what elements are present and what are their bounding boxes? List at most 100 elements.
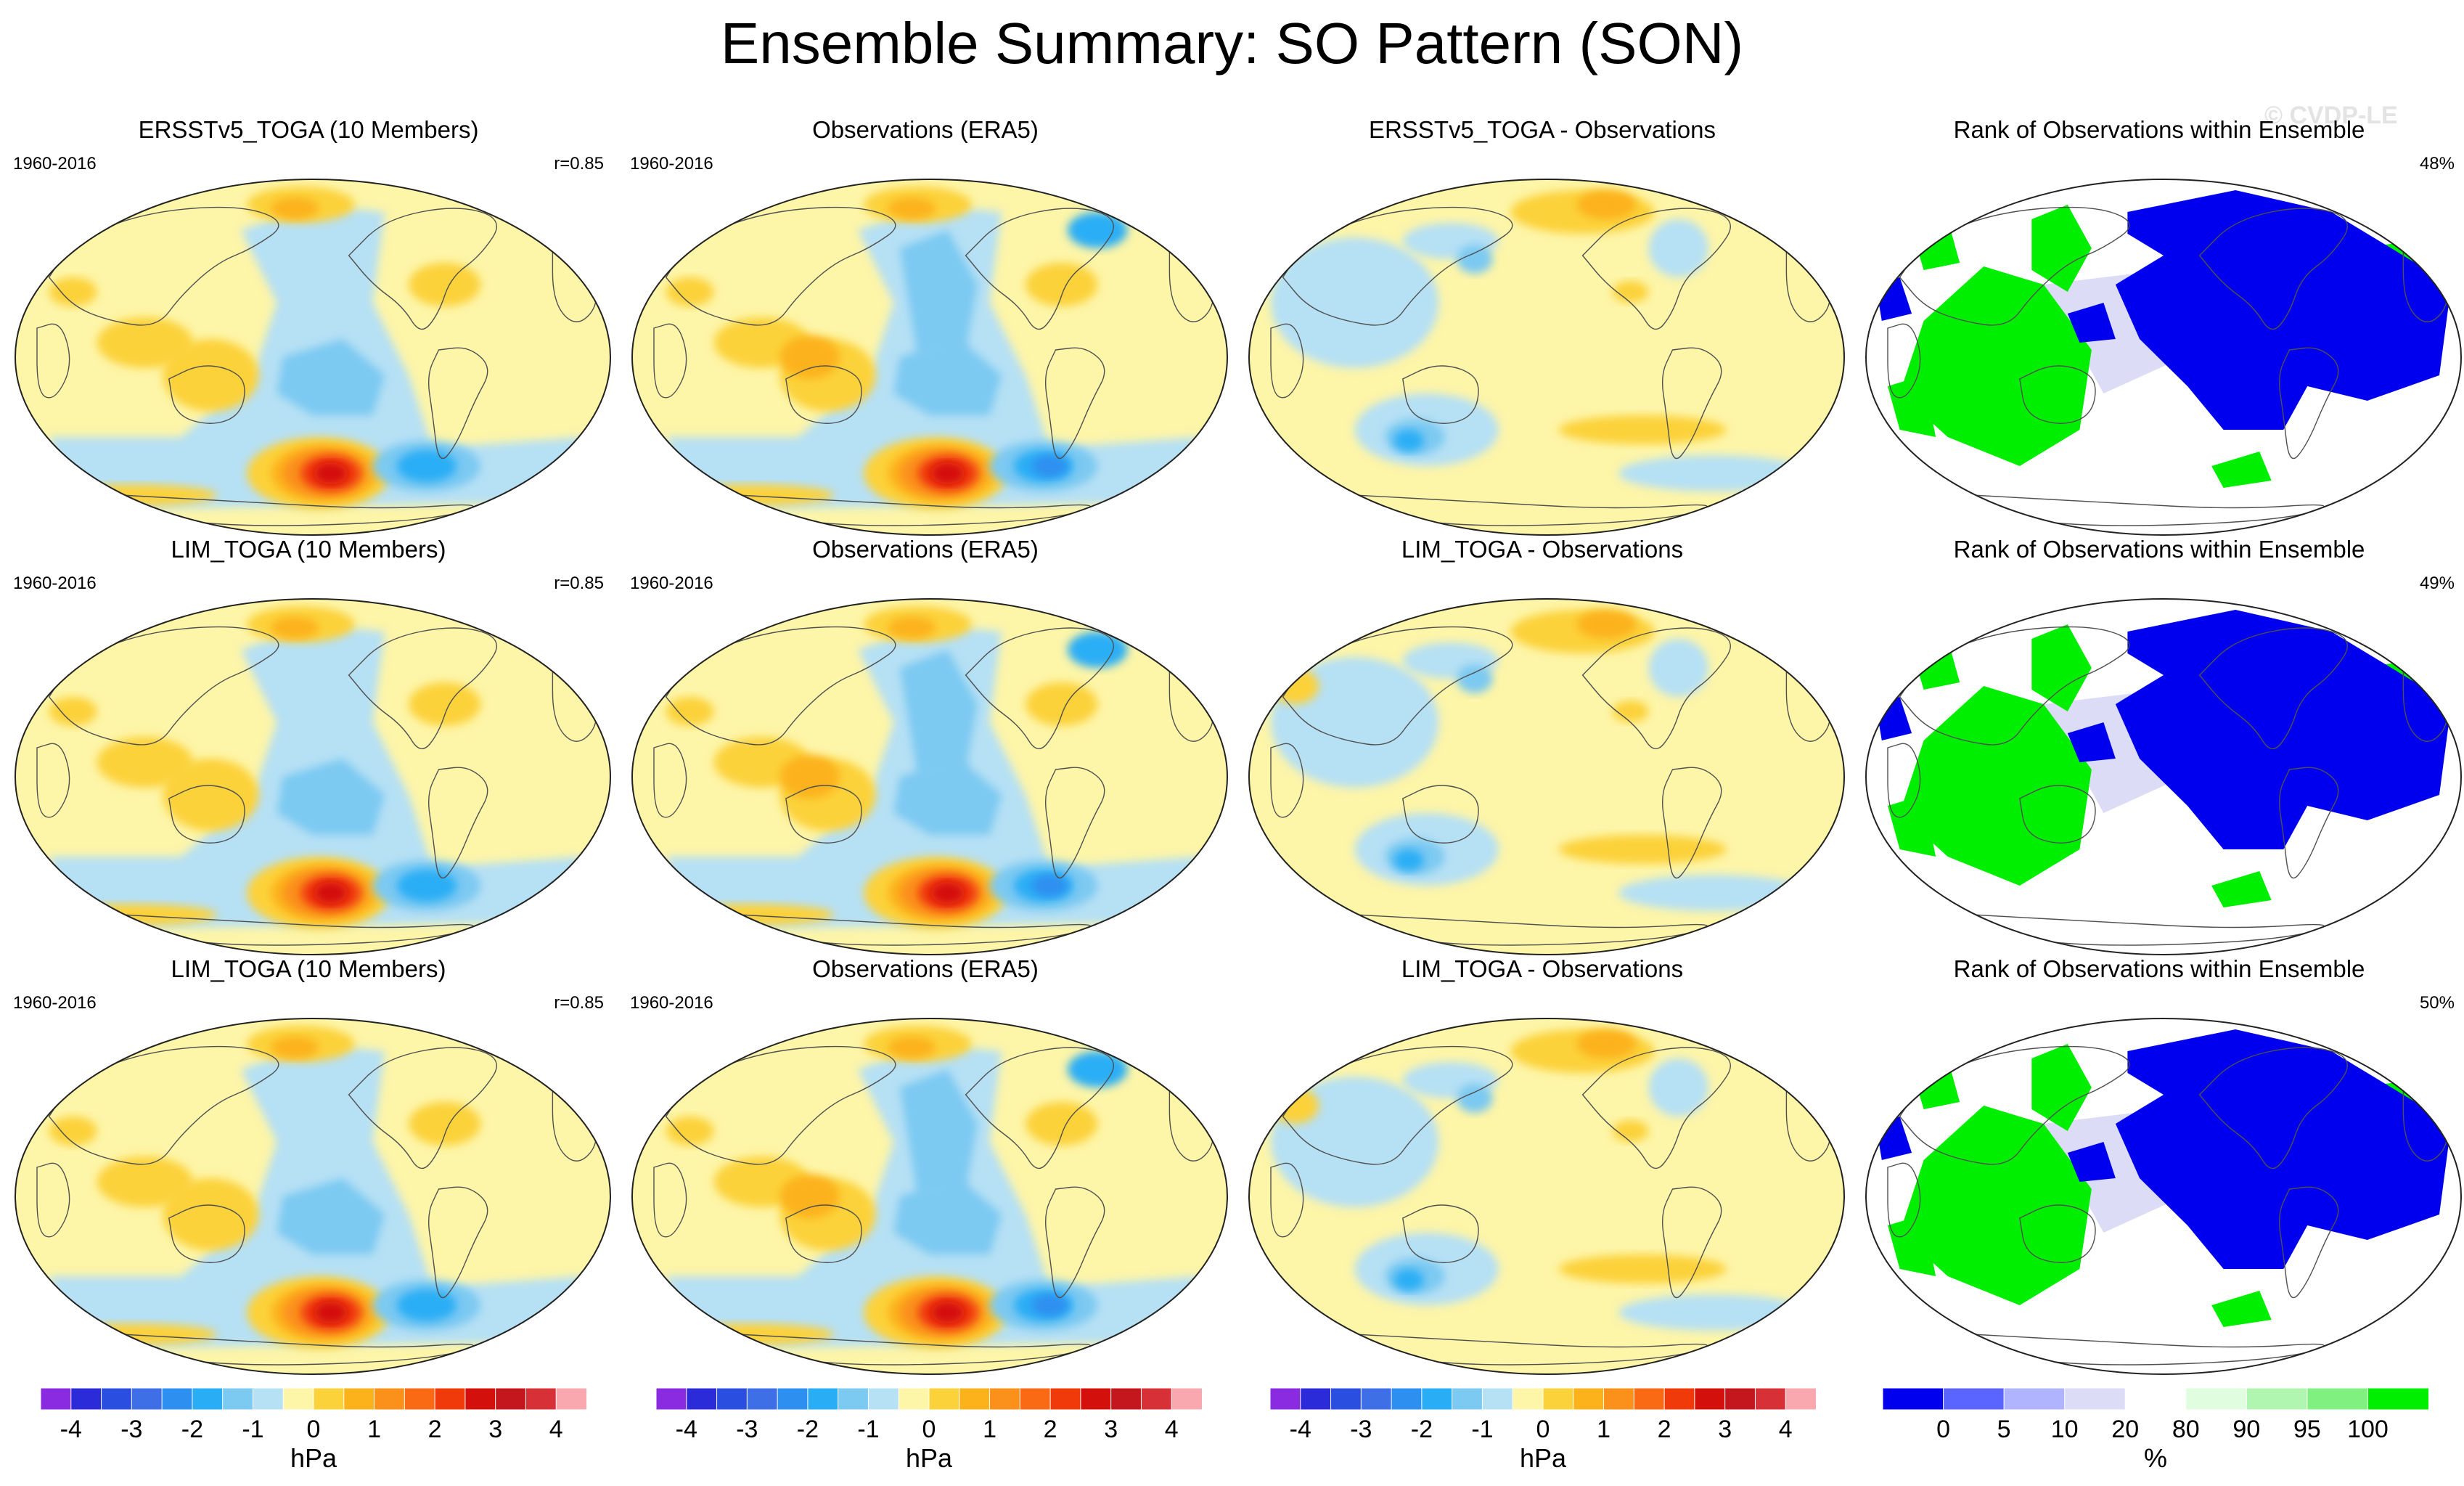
colorbar-swatch [959, 1387, 991, 1411]
colorbar-tick-label: -2 [796, 1416, 819, 1443]
rank-blue-atlantic-pacific [2115, 610, 2452, 849]
panel-years: 1960-2016 [13, 154, 97, 173]
colorbar-tick-label: 10 [2050, 1416, 2079, 1443]
coastline-antarctica [119, 1334, 474, 1365]
colorbar-tick-label: -3 [736, 1416, 758, 1443]
coastline-northAmerica [1581, 208, 1731, 330]
panel-years: 1960-2016 [13, 993, 97, 1013]
map-panel-pattern: ERSSTv5_TOGA (10 Members) 1960-2016 r=0.85 [0, 116, 617, 536]
colorbar-swatch [2185, 1387, 2248, 1411]
colorbar-tick-label: 4 [1778, 1416, 1793, 1443]
coastline-northAmerica [348, 1047, 497, 1169]
colorbar-tick-label: 3 [1718, 1416, 1732, 1443]
pattern-atlantic-positive [409, 1102, 481, 1146]
pattern-negative-core [277, 759, 385, 835]
diff-sa-positive [1558, 1254, 1727, 1283]
colorbar-swatch [40, 1387, 72, 1411]
colorbar-swatch [161, 1387, 193, 1411]
pattern-indian-positive [97, 737, 193, 788]
coastline-australia [1402, 785, 1479, 844]
coastline-antarctica [1970, 494, 2325, 526]
diff-sa-positive [1558, 835, 1727, 864]
pattern-arctic-core [271, 1037, 319, 1058]
panel-title: LIM_TOGA (10 Members) [171, 955, 446, 982]
panel-years: 1960-2016 [13, 573, 97, 593]
globe-map [631, 1018, 1228, 1375]
globe-outline [15, 598, 611, 955]
map-panel-pattern: LIM_TOGA (10 Members) 1960-2016 r=0.85 [0, 955, 617, 1375]
rank-blue-atlantic-pacific [2115, 190, 2452, 430]
coastline-africa [1887, 323, 1921, 399]
coastline-northAmerica [2198, 208, 2348, 330]
coastline-southAmerica [1662, 1186, 1722, 1299]
colorbar-swatch [70, 1387, 102, 1411]
rank-blue-wpac [2067, 1142, 2116, 1182]
colorbar-swatch [1603, 1387, 1635, 1411]
colorbar-swatch [343, 1387, 375, 1411]
colorbar-swatches [40, 1387, 588, 1411]
colorbar-tick-label: 20 [2111, 1416, 2140, 1443]
coastline-southAmerica [2279, 347, 2339, 460]
colorbar-swatch [898, 1387, 930, 1411]
rank-colorbar: 0 5 10 20 80 90 95 100% [1882, 1387, 2430, 1473]
pattern-negative-core [893, 1178, 1002, 1254]
diff-sa-negative [1618, 875, 1811, 911]
coastline-antarctica [1970, 914, 2325, 946]
coastline-northAmerica [348, 208, 497, 330]
coastline-australia [785, 785, 862, 844]
colorbar-unit-label: hPa [290, 1443, 337, 1473]
coastline-southAmerica [428, 1186, 488, 1299]
colorbar-swatch [1882, 1387, 1944, 1411]
diff-sa-negative [1618, 1294, 1811, 1331]
rank-blue-wpac [2067, 722, 2116, 762]
pattern-southern-positive [666, 1323, 834, 1345]
diff-africa-positive [1271, 668, 1319, 704]
globe-outline [15, 179, 611, 536]
map-panel-obs: Observations (ERA5) 1960-2016 [617, 955, 1234, 1375]
globe-outline [1248, 179, 1845, 536]
globe-map [631, 598, 1228, 955]
panel-correlation: r=0.85 [554, 573, 604, 593]
coastline-africa [1270, 1162, 1304, 1238]
colorbar-unit-label: hPa [905, 1443, 953, 1473]
colorbar-swatch [374, 1387, 406, 1411]
colorbar-tick-label: 2 [1657, 1416, 1671, 1443]
colorbar-tick-label: 80 [2172, 1416, 2200, 1443]
colorbar-swatch [1481, 1387, 1514, 1411]
rank-blue-atlantic-pacific [2115, 1029, 2452, 1269]
coastline-southAmerica [2279, 767, 2339, 879]
colorbar-tick-label: -2 [181, 1416, 203, 1443]
colorbar-swatch [464, 1387, 496, 1411]
coastline-antarctica [736, 1334, 1091, 1365]
pattern-africa-positive [49, 277, 97, 306]
pattern-atlantic-positive [1026, 263, 1098, 306]
diff-so-deep [1393, 1269, 1424, 1291]
colorbar-unit-label: % [2143, 1443, 2168, 1473]
globe-outline [631, 179, 1228, 536]
diff-so-deep [1393, 849, 1424, 871]
pattern-southern-positive [49, 484, 217, 506]
pattern-obs-pacific-core [899, 1069, 978, 1196]
diff-npac-core [1457, 1084, 1493, 1113]
rank-blue-wpac [2067, 303, 2116, 343]
colorbar-swatch [867, 1387, 900, 1411]
coastline-northAmerica [1581, 627, 1731, 750]
pattern-negative-core [893, 339, 1002, 415]
coastline-africa [1887, 1162, 1921, 1238]
globe-map [1248, 1018, 1845, 1375]
rank-green-npac [2031, 205, 2092, 292]
panel-years: 1960-2016 [630, 154, 713, 173]
coastline-australia [168, 785, 245, 844]
colorbar-swatch [525, 1387, 557, 1411]
colorbar-swatches [1269, 1387, 1817, 1411]
diff-indo-negative [1271, 657, 1439, 788]
pattern-negative-core [893, 759, 1002, 835]
pattern-sp-high-core [930, 882, 965, 904]
colorbar-tick-label: -1 [1471, 1416, 1494, 1443]
panel-years: 1960-2016 [630, 993, 713, 1013]
colorbar-swatch [1269, 1387, 1301, 1411]
pattern-obs-atlantic-low [1067, 212, 1128, 248]
globe-outline [1865, 1018, 2462, 1375]
colorbar-tick-label: -4 [60, 1416, 82, 1443]
diff-sa-positive [1558, 415, 1727, 444]
